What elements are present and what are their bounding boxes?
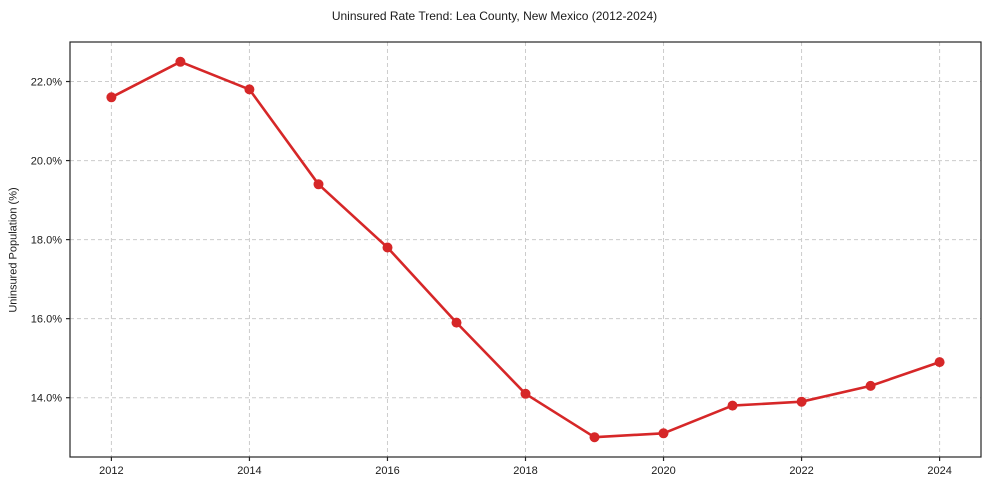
data-point: [934, 357, 945, 368]
y-tick-label: 18.0%: [31, 235, 62, 247]
data-point: [244, 84, 255, 95]
data-point: [589, 432, 600, 443]
y-tick-label: 14.0%: [31, 393, 62, 405]
data-point: [382, 242, 393, 253]
data-point: [313, 179, 324, 190]
chart-title: Uninsured Rate Trend: Lea County, New Me…: [331, 9, 658, 23]
x-tick-label: 2022: [789, 465, 813, 477]
x-tick-label: 2024: [927, 465, 951, 477]
x-tick-label: 2016: [375, 465, 399, 477]
y-tick-label: 22.0%: [31, 77, 62, 89]
data-point: [796, 396, 807, 407]
x-tick-label: 2020: [651, 465, 675, 477]
y-tick-label: 20.0%: [31, 156, 62, 168]
x-tick-label: 2018: [513, 465, 537, 477]
data-point: [451, 317, 462, 328]
data-point: [175, 56, 186, 67]
x-tick-label: 2014: [237, 465, 261, 477]
data-point: [106, 92, 117, 103]
data-point: [520, 388, 531, 399]
x-tick-label: 2012: [99, 465, 123, 477]
data-point: [865, 380, 876, 391]
data-point: [658, 428, 669, 439]
data-point: [727, 400, 738, 411]
y-tick-label: 16.0%: [31, 314, 62, 326]
